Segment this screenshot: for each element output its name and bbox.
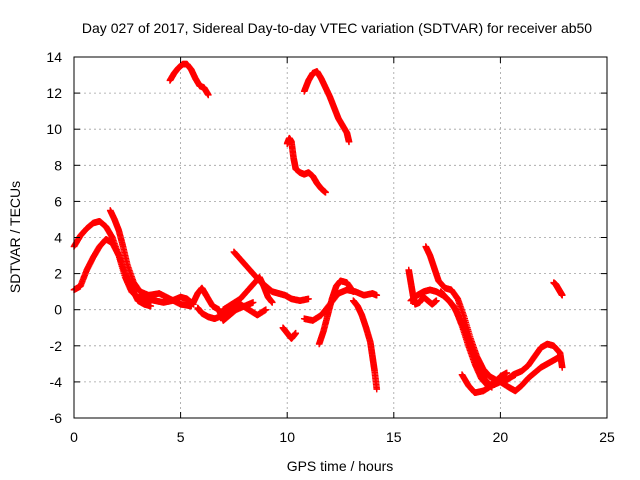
- y-tick-label: 8: [54, 157, 62, 173]
- series-arc-11: [300, 68, 353, 146]
- data-point-plus: [322, 189, 329, 196]
- data-point-plus: [305, 295, 312, 303]
- y-tick-label: 2: [54, 266, 62, 282]
- x-tick-labels: 0 5 10 15 20 25: [70, 429, 615, 445]
- chart-title: Day 027 of 2017, Sidereal Day-to-day VTE…: [82, 20, 592, 36]
- series-arc-9: [279, 324, 300, 342]
- data-point-plus: [147, 302, 155, 310]
- data-point-plus: [373, 291, 381, 299]
- x-tick-label: 25: [599, 429, 615, 445]
- series-arc-2: [70, 236, 155, 310]
- data-point-plus: [433, 297, 440, 304]
- data-point-plus: [205, 91, 212, 99]
- series-arc-21: [550, 279, 566, 299]
- data-point-plus: [558, 364, 566, 371]
- series-arc-8: [219, 273, 276, 313]
- y-axis-label: SDTVAR / TECUs: [7, 181, 23, 293]
- y-tick-label: -6: [50, 410, 63, 426]
- data-point-plus: [292, 329, 300, 337]
- x-tick-label: 10: [279, 429, 295, 445]
- x-tick-label: 20: [493, 429, 509, 445]
- data-point-plus: [349, 288, 357, 295]
- y-tick-label: -2: [50, 338, 63, 354]
- y-tick-label: -4: [50, 374, 63, 390]
- data-point-plus: [503, 369, 511, 377]
- series-arc-10: [283, 134, 329, 196]
- series-arc-6: [194, 300, 270, 323]
- x-tick-label: 0: [70, 429, 78, 445]
- y-tick-label: 0: [54, 302, 62, 318]
- series-arc-18: [437, 288, 496, 391]
- series-arc-4: [166, 60, 212, 99]
- data-point-plus: [262, 306, 270, 313]
- x-axis-label: GPS time / hours: [287, 458, 394, 474]
- data-point-plus: [373, 385, 381, 393]
- x-tick-label: 15: [386, 429, 402, 445]
- axis-ticks: [73, 56, 608, 419]
- grid: [74, 57, 607, 418]
- data-point-plus: [187, 302, 195, 310]
- series-arc-16: [422, 243, 519, 386]
- data-point-plus: [268, 299, 276, 306]
- data-point-plus: [345, 138, 353, 146]
- data-point-plus: [558, 291, 566, 299]
- y-tick-label: 12: [46, 85, 62, 101]
- y-tick-label: 10: [46, 121, 62, 137]
- series-arc-14: [349, 297, 381, 393]
- data-point-plus: [249, 299, 257, 306]
- y-tick-label: 14: [46, 49, 62, 65]
- y-tick-label: 6: [54, 193, 62, 209]
- x-tick-label: 5: [177, 429, 185, 445]
- y-tick-labels: -6 -4 -2 0 2 4 6 8 10 12 14: [46, 49, 62, 426]
- series-arc-3: [106, 207, 195, 310]
- series-arc-12: [300, 286, 381, 324]
- y-tick-label: 4: [54, 230, 62, 246]
- series-arc-20: [501, 340, 566, 386]
- data-marks: [70, 60, 566, 397]
- series-arc-13: [315, 277, 357, 348]
